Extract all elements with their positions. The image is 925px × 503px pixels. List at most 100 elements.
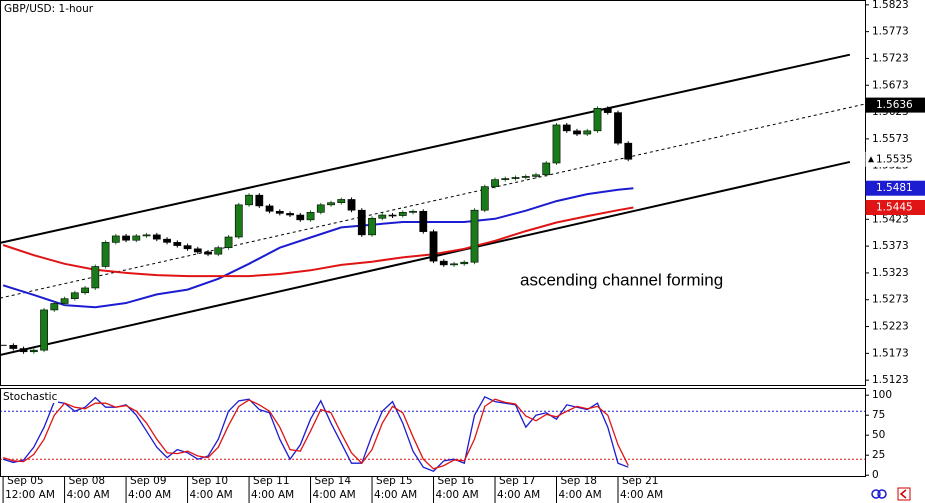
x-tick-label: Sep 18 xyxy=(561,475,598,487)
x-tick-label: Sep 05 xyxy=(7,475,44,487)
candle xyxy=(368,217,376,236)
trendline xyxy=(0,53,851,244)
stochastic-frame xyxy=(0,388,866,477)
title-bg xyxy=(1,1,98,16)
x-tick-label: Sep 21 xyxy=(622,475,659,487)
candle xyxy=(91,266,100,289)
y-tick-label: 1.5723 xyxy=(872,52,909,64)
candle xyxy=(511,177,520,179)
candle xyxy=(81,287,89,294)
toolbar-icons[interactable] xyxy=(871,487,911,501)
candle xyxy=(624,142,633,160)
candle xyxy=(9,345,18,349)
y-tick-label: 1.5373 xyxy=(872,240,909,252)
candle xyxy=(337,199,346,203)
candle xyxy=(501,178,510,180)
y-tick-label: 75 xyxy=(872,409,885,421)
icon[interactable] xyxy=(877,489,887,499)
y-tick-label: 1.5823 xyxy=(872,0,909,11)
moving-average xyxy=(2,206,634,278)
candle xyxy=(347,199,356,211)
candle xyxy=(573,130,581,135)
candle xyxy=(491,179,499,187)
y-tick-label: 1.5673 xyxy=(872,79,909,91)
x-tick-label: Sep 14 xyxy=(315,475,352,487)
candle xyxy=(234,204,243,238)
icon[interactable] xyxy=(899,489,907,499)
title-bg xyxy=(1,389,58,403)
x-tick-time: 12:00 AM xyxy=(5,489,55,501)
candle xyxy=(419,210,428,232)
x-tick-label: Sep 10 xyxy=(192,475,229,487)
icon[interactable] xyxy=(871,489,881,499)
x-tick-time: 4:00 AM xyxy=(313,489,356,501)
candle xyxy=(183,245,192,250)
moving-average xyxy=(2,187,634,309)
x-tick-label: Sep 11 xyxy=(253,475,290,487)
candle xyxy=(204,251,212,255)
candle xyxy=(122,235,130,241)
price-marker xyxy=(868,156,874,163)
y-tick-label: 0 xyxy=(872,469,879,481)
candle xyxy=(296,214,305,221)
y-tick-label: 1.5323 xyxy=(872,267,909,279)
x-tick-label: Sep 09 xyxy=(130,475,167,487)
candle xyxy=(19,348,28,353)
candle xyxy=(552,124,561,164)
candle xyxy=(603,108,612,113)
candle xyxy=(40,309,48,351)
candle xyxy=(480,186,489,211)
candle xyxy=(214,247,223,255)
chart-title: GBP/USD: 1-hour xyxy=(4,3,94,15)
candle xyxy=(255,194,264,207)
x-tick-time: 4:00 AM xyxy=(559,489,602,501)
price-label-box xyxy=(865,97,925,113)
candle xyxy=(286,213,294,216)
price-label-box xyxy=(865,180,925,196)
y-tick-label: 1.5773 xyxy=(872,26,909,38)
trendline xyxy=(0,160,851,356)
x-tick-time: 4:00 AM xyxy=(67,489,110,501)
trendline xyxy=(0,103,866,299)
candle xyxy=(29,349,38,353)
stochastic-line xyxy=(2,398,629,470)
candle xyxy=(460,261,469,265)
candle xyxy=(163,238,171,243)
price-label-box xyxy=(865,151,925,167)
candle xyxy=(593,108,602,132)
candle xyxy=(327,202,335,206)
y-tick-label: 1.5173 xyxy=(872,347,909,359)
stochastic-line xyxy=(2,395,629,472)
candle xyxy=(614,112,622,144)
price-label: 1.5535 xyxy=(876,153,913,165)
candle xyxy=(316,204,325,213)
x-tick-time: 4:00 AM xyxy=(436,489,479,501)
candle xyxy=(60,298,69,304)
candle xyxy=(450,263,458,266)
price-label: 1.5636 xyxy=(876,99,913,111)
plot-layer xyxy=(0,4,869,476)
x-tick-label: Sep 16 xyxy=(438,475,475,487)
candle xyxy=(224,236,233,249)
y-tick-label: 1.5223 xyxy=(872,321,909,333)
price-label: 1.5445 xyxy=(876,202,913,214)
candle xyxy=(152,234,161,240)
candle xyxy=(470,209,479,263)
annotation: ascending channel forming xyxy=(520,270,723,289)
candle xyxy=(245,194,253,206)
icon[interactable] xyxy=(897,487,911,501)
y-tick-label: 1.5423 xyxy=(872,213,909,225)
candle xyxy=(265,205,274,212)
x-tick-label: Sep 08 xyxy=(69,475,106,487)
candle xyxy=(429,231,438,262)
candle xyxy=(388,214,397,217)
x-tick-label: Sep 15 xyxy=(376,475,413,487)
x-tick-time: 4:00 AM xyxy=(251,489,294,501)
candle xyxy=(101,242,110,267)
candle xyxy=(542,162,551,176)
candle xyxy=(583,130,592,135)
candle xyxy=(132,235,141,241)
panel-title: Stochastic xyxy=(3,391,58,403)
